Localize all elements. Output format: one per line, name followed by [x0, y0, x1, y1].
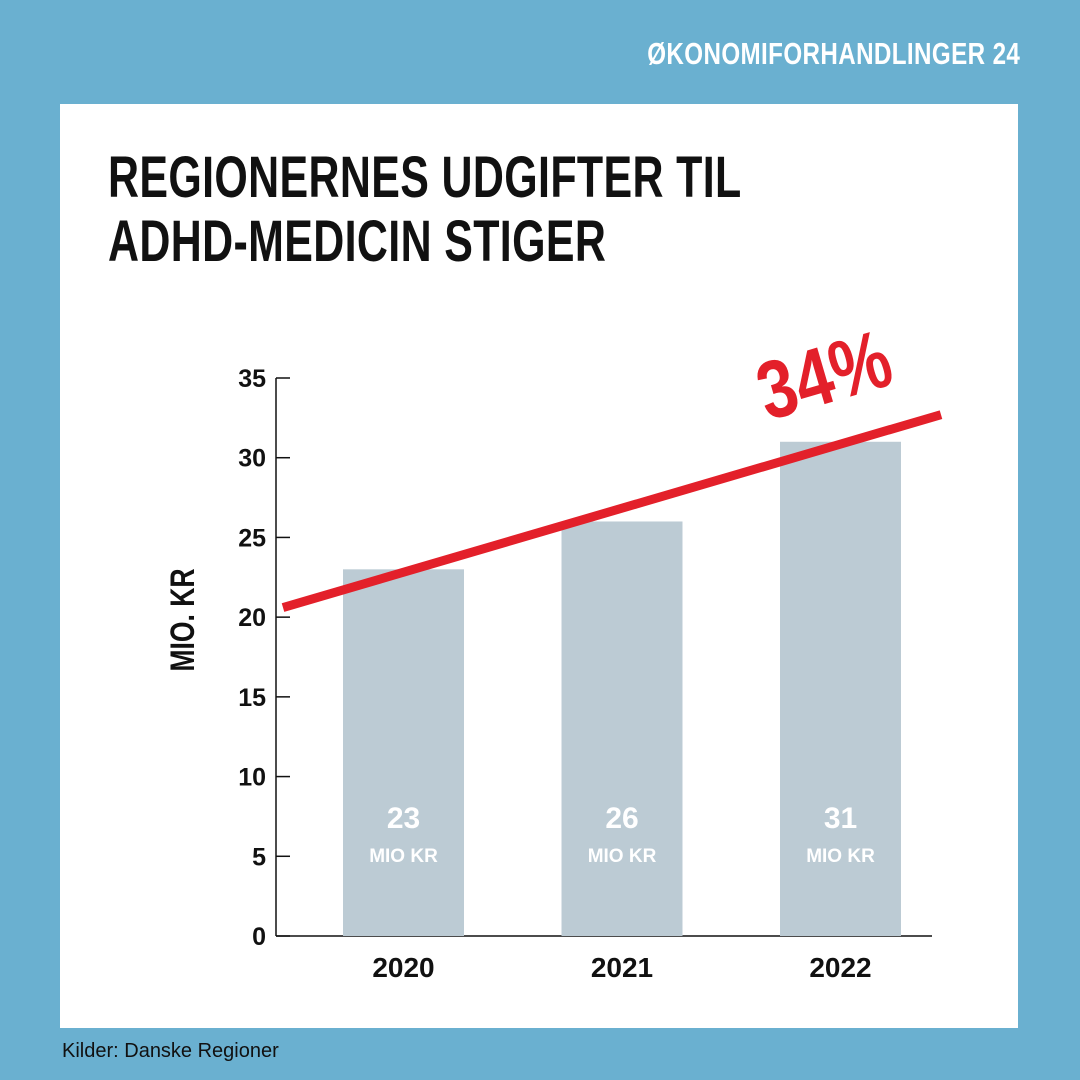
y-tick-label: 5 [252, 843, 266, 871]
trend-line [281, 410, 943, 612]
y-tick-label: 20 [238, 604, 266, 632]
y-tick-label: 15 [238, 684, 266, 712]
y-tick-label: 10 [238, 764, 266, 792]
source-note: Kilder: Danske Regioner [62, 1040, 279, 1062]
x-tick-label: 2021 [591, 952, 653, 983]
x-tick-label: 2022 [809, 952, 871, 983]
bar [343, 569, 464, 936]
chart-title: REGIONERNES UDGIFTER TIL ADHD-MEDICIN ST… [108, 146, 742, 274]
chart-title-line-2: ADHD-MEDICIN STIGER [108, 209, 607, 274]
bar-value-label: 26 [605, 802, 638, 835]
y-tick-label: 0 [252, 923, 266, 951]
bar [780, 441, 901, 936]
chart-title-line-1: REGIONERNES UDGIFTER TIL [108, 145, 742, 210]
x-tick-label: 2020 [372, 952, 434, 983]
series-tag: ØKONOMIFORHANDLINGER 24 [646, 36, 1020, 71]
bar-unit-label: MIO KR [588, 846, 657, 867]
bar-value-label: 23 [387, 802, 420, 835]
y-axis-title: MIO. KR [164, 568, 202, 671]
y-tick-label: 35 [238, 365, 266, 393]
y-tick-label: 30 [238, 445, 266, 473]
bar-unit-label: MIO KR [806, 846, 875, 867]
growth-percent-label: 34% [747, 312, 902, 438]
bar-value-label: 31 [824, 802, 857, 835]
bar [561, 521, 683, 936]
y-tick-label: 25 [238, 524, 266, 552]
bar-unit-label: MIO KR [369, 846, 438, 867]
